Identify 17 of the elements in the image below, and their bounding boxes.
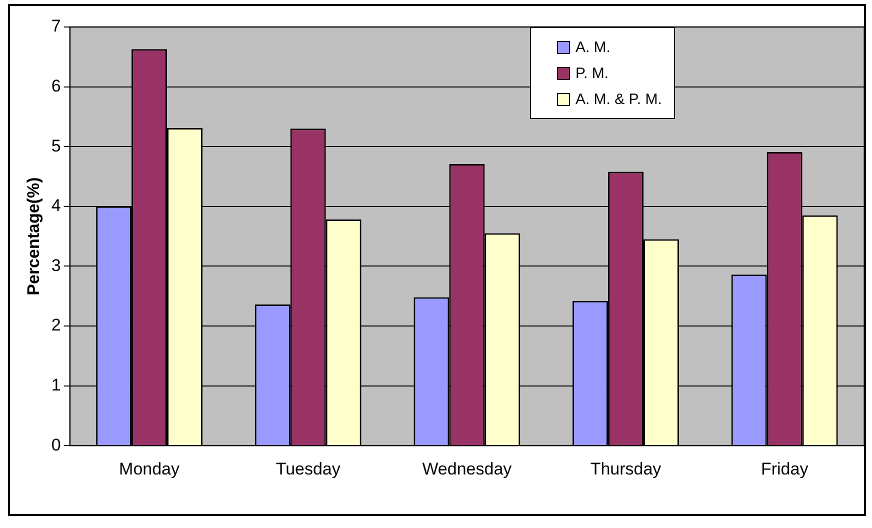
legend-label: P. M.	[575, 64, 609, 82]
x-tick-label: Tuesday	[276, 459, 341, 478]
x-tick-label: Monday	[119, 459, 180, 478]
y-tick-label: 1	[51, 375, 61, 394]
y-tick-label: 2	[51, 316, 61, 335]
y-tick-label: 3	[51, 256, 61, 275]
x-tick-label: Wednesday	[422, 459, 512, 478]
y-axis-title: Percentage(%)	[24, 177, 43, 296]
y-tick-label: 5	[51, 136, 61, 156]
x-tick-label: Thursday	[590, 459, 662, 478]
y-tick-label: 7	[51, 16, 61, 36]
legend-label: A. M.	[575, 38, 610, 56]
x-tick-label: Friday	[760, 459, 809, 478]
legend-label: A. M. & P. M.	[575, 90, 662, 108]
y-tick-label: 0	[51, 435, 61, 454]
y-tick-label: 6	[51, 76, 61, 96]
y-tick-label: 4	[51, 196, 61, 216]
